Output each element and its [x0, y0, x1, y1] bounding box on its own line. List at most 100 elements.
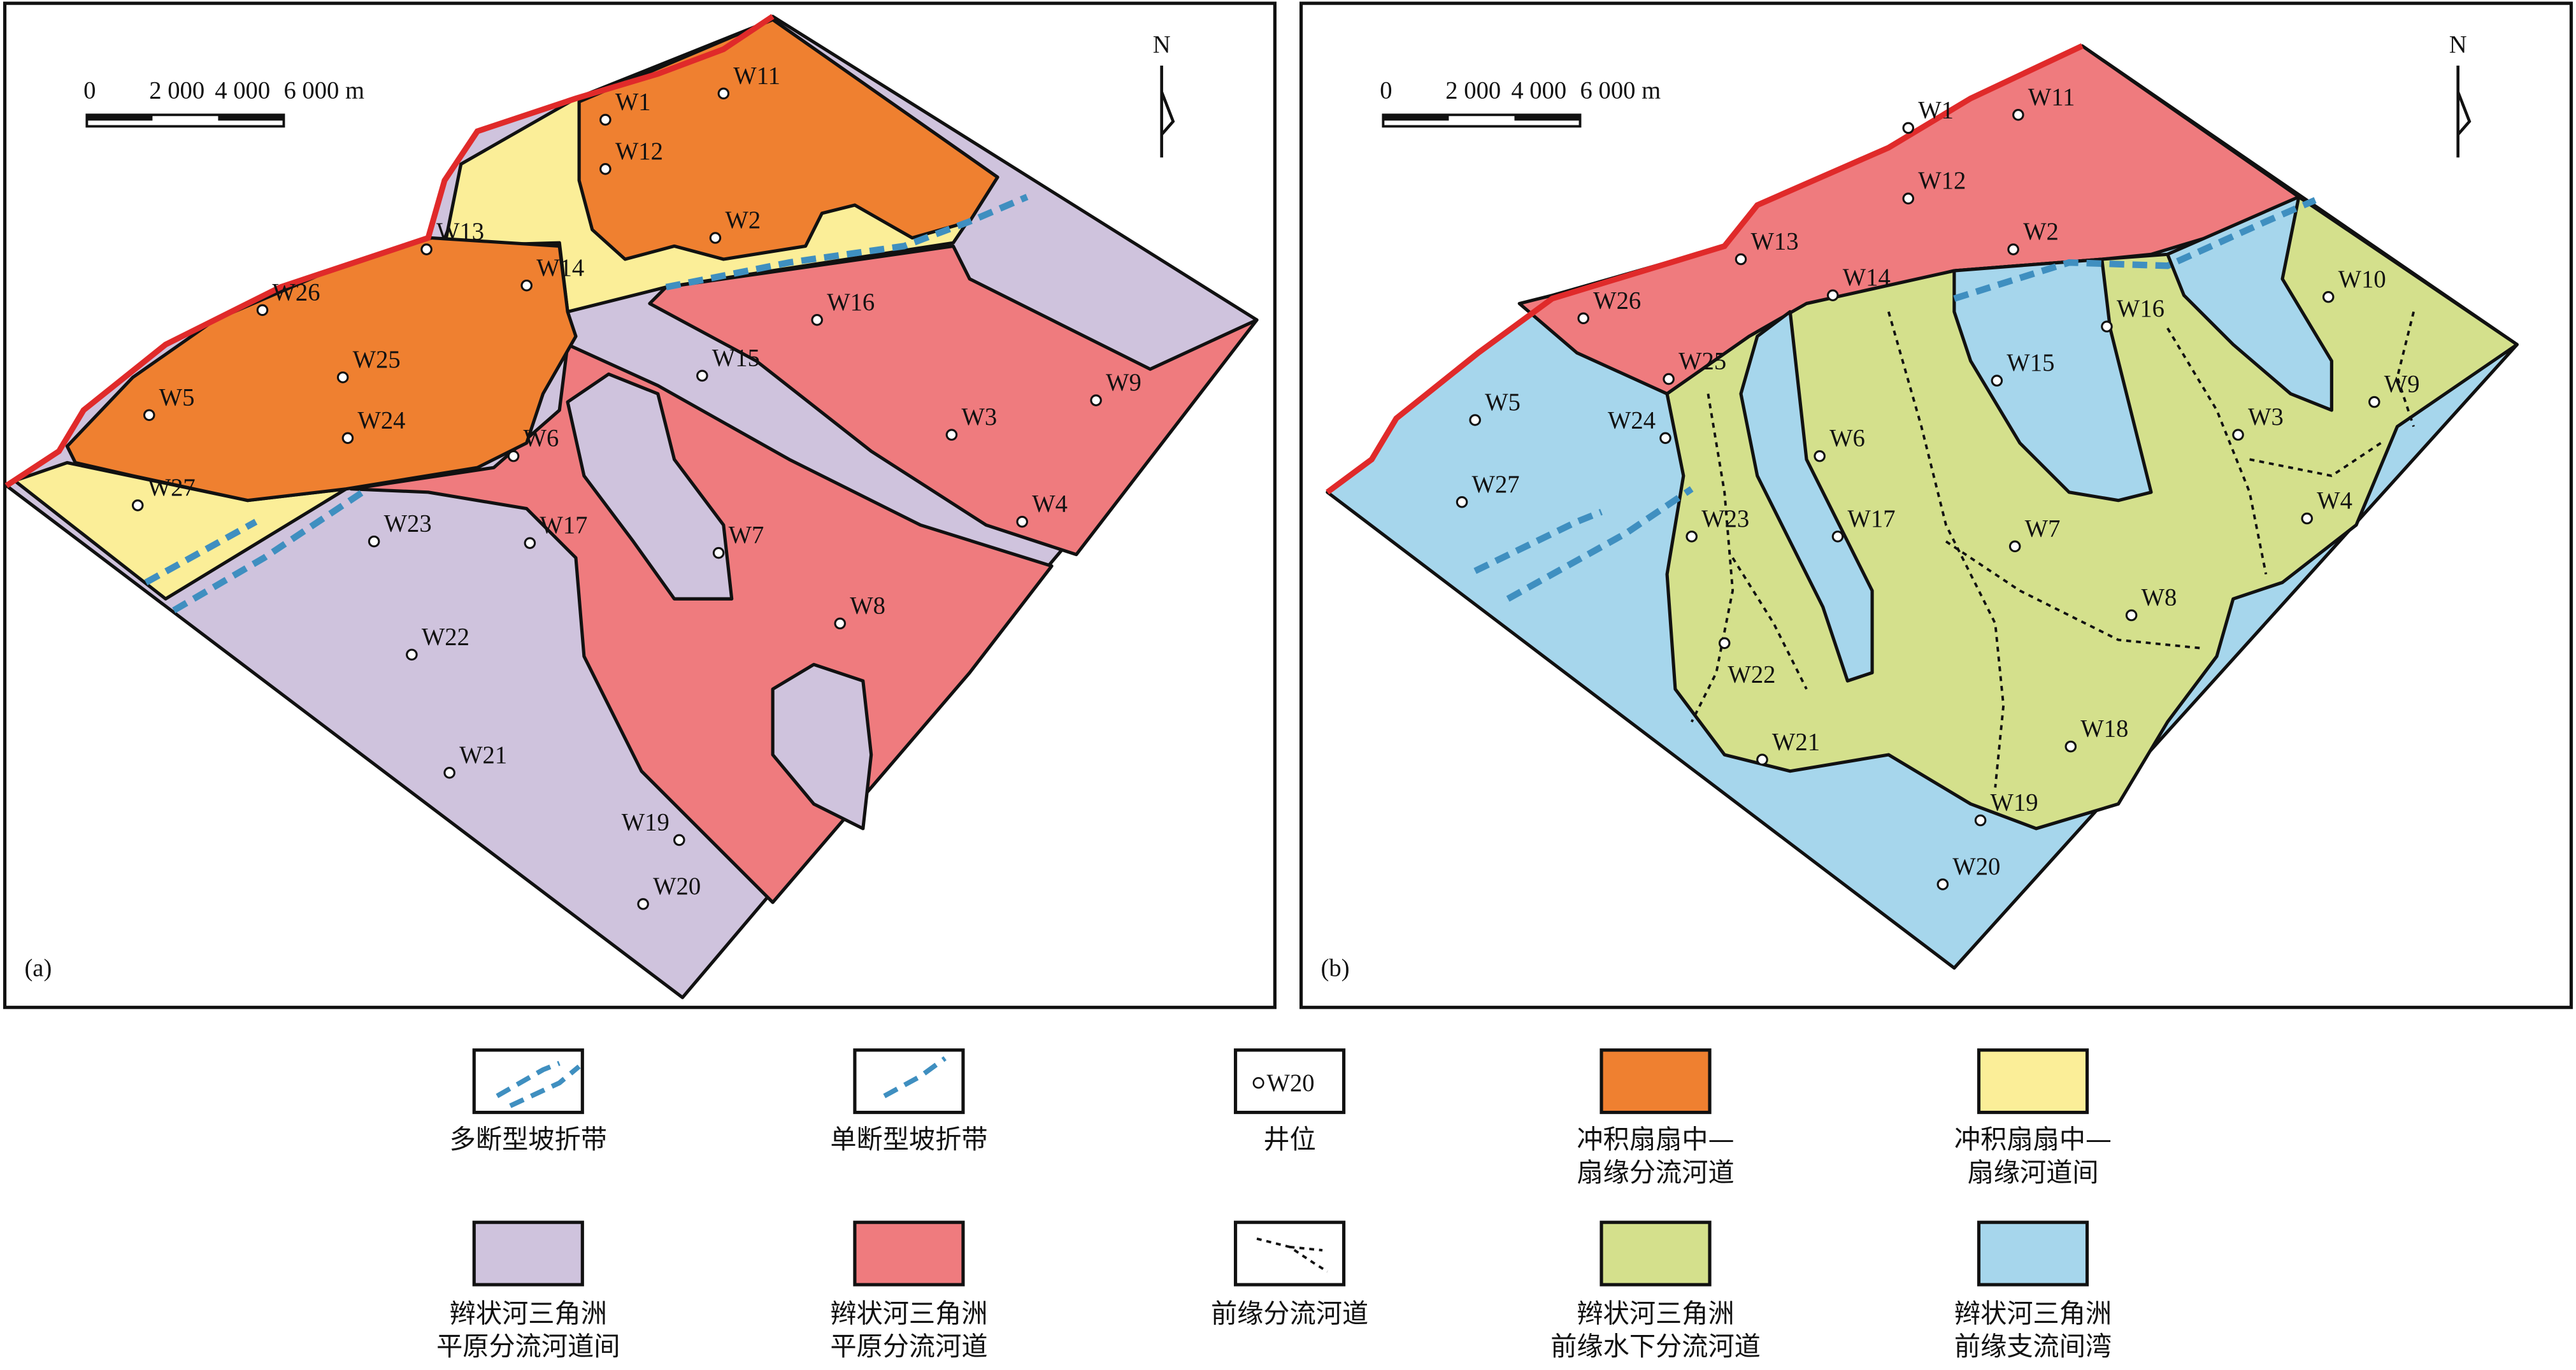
legend-label: 冲积扇扇中— — [1577, 1124, 1734, 1155]
legend-box — [1977, 1220, 2089, 1287]
well-label: W19 — [1991, 790, 2038, 817]
well — [406, 648, 418, 661]
well-label: W6 — [1829, 425, 1865, 452]
well — [1016, 515, 1028, 528]
well-label: W24 — [1608, 407, 1656, 434]
well-label: W11 — [733, 62, 780, 89]
well-label: W14 — [536, 255, 584, 282]
well — [1469, 414, 1481, 426]
well — [2008, 540, 2021, 553]
scale-bar: 0 2 000 4 000 6 000 m — [1380, 78, 1661, 128]
legend-label: 前缘支流间湾 — [1954, 1331, 2112, 1362]
well — [1902, 192, 1915, 204]
legend-label: 平原分流河道间 — [436, 1331, 620, 1362]
well-label: W17 — [540, 512, 587, 539]
panel-a — [3, 1, 1277, 1010]
legend-label: 扇缘河道间 — [1968, 1157, 2099, 1188]
well-label: W10 — [2338, 266, 2386, 293]
well — [443, 767, 455, 779]
region — [1952, 257, 2153, 503]
legend-box — [853, 1220, 965, 1287]
north-arrow — [1160, 66, 1175, 158]
well-label: W2 — [2023, 218, 2059, 245]
slope-break — [665, 194, 1029, 290]
well — [131, 499, 144, 511]
legend-symbol — [1256, 1238, 1328, 1273]
legend-box — [1599, 1220, 1712, 1287]
well — [1663, 373, 1675, 385]
slope-break — [1953, 197, 2317, 302]
well-label: W14 — [1843, 264, 1891, 291]
legend-symbol — [1252, 1077, 1264, 1089]
region — [566, 372, 734, 601]
well — [696, 369, 708, 382]
well-label: W21 — [459, 742, 507, 769]
well-label: W22 — [1728, 662, 1775, 689]
well — [256, 304, 269, 317]
channel — [2166, 327, 2268, 574]
well-label: W9 — [1106, 369, 1141, 396]
well-label: W8 — [2142, 585, 2177, 611]
scale-label: 2 000 — [149, 78, 204, 104]
well — [2125, 609, 2138, 622]
well — [2101, 320, 2113, 332]
well — [2232, 429, 2244, 441]
well-label: W3 — [961, 404, 997, 431]
region — [577, 18, 999, 261]
slope-break — [144, 518, 258, 586]
well — [712, 546, 725, 559]
panel-label: (a) — [24, 955, 52, 982]
well — [1826, 289, 1839, 301]
well — [368, 535, 380, 548]
well-label: W7 — [2025, 515, 2061, 542]
scale-bar-fill — [1383, 115, 1449, 121]
well — [2368, 396, 2380, 408]
well — [2322, 290, 2335, 303]
well — [2064, 740, 2077, 753]
slope-break — [1473, 508, 1603, 574]
well-label: W19 — [622, 809, 669, 836]
well — [1685, 531, 1698, 543]
well — [1756, 753, 1768, 766]
well-label: W25 — [1678, 348, 1726, 375]
well — [1659, 432, 1671, 445]
scale-label: 4 000 — [1511, 78, 1566, 104]
scale-label: 0 — [83, 78, 96, 104]
well — [599, 113, 612, 126]
region — [648, 244, 1259, 557]
well — [524, 537, 536, 549]
legend-label: 前缘水下分流河道 — [1550, 1331, 1761, 1362]
well-label: W4 — [1032, 491, 1068, 518]
legend-label: 冲积扇扇中— — [1954, 1124, 2112, 1155]
legend-label: 扇缘分流河道 — [1577, 1157, 1734, 1188]
north-arrow — [2456, 66, 2472, 158]
legend-label: 辫状河三角洲 — [830, 1298, 987, 1329]
legend-symbol — [509, 1064, 581, 1108]
well — [673, 834, 685, 846]
well — [2012, 109, 2024, 121]
well — [420, 243, 433, 255]
channel — [1887, 311, 2005, 788]
well — [1831, 531, 1844, 543]
channel — [1690, 393, 1735, 723]
panel-b — [1299, 1, 2573, 1010]
boundary — [1326, 43, 2084, 495]
panel-label: (b) — [1321, 955, 1350, 982]
well — [1936, 878, 1949, 890]
legend-label: 辫状河三角洲 — [450, 1298, 607, 1329]
scale-label: 2 000 — [1445, 78, 1501, 104]
well-label: W23 — [1701, 506, 1749, 532]
legend-label: 单断型坡折带 — [830, 1124, 987, 1155]
well — [945, 429, 958, 441]
scale-bar-fill — [1514, 115, 1580, 121]
well-label: W25 — [353, 346, 401, 373]
legend-box — [1599, 1048, 1712, 1115]
well-label: W24 — [357, 407, 405, 434]
well-label: W3 — [2248, 404, 2284, 431]
legend-box — [1233, 1220, 1346, 1287]
well-label: W20 — [653, 873, 701, 900]
legend-box — [1977, 1048, 2089, 1115]
legend-symbol — [883, 1056, 947, 1099]
